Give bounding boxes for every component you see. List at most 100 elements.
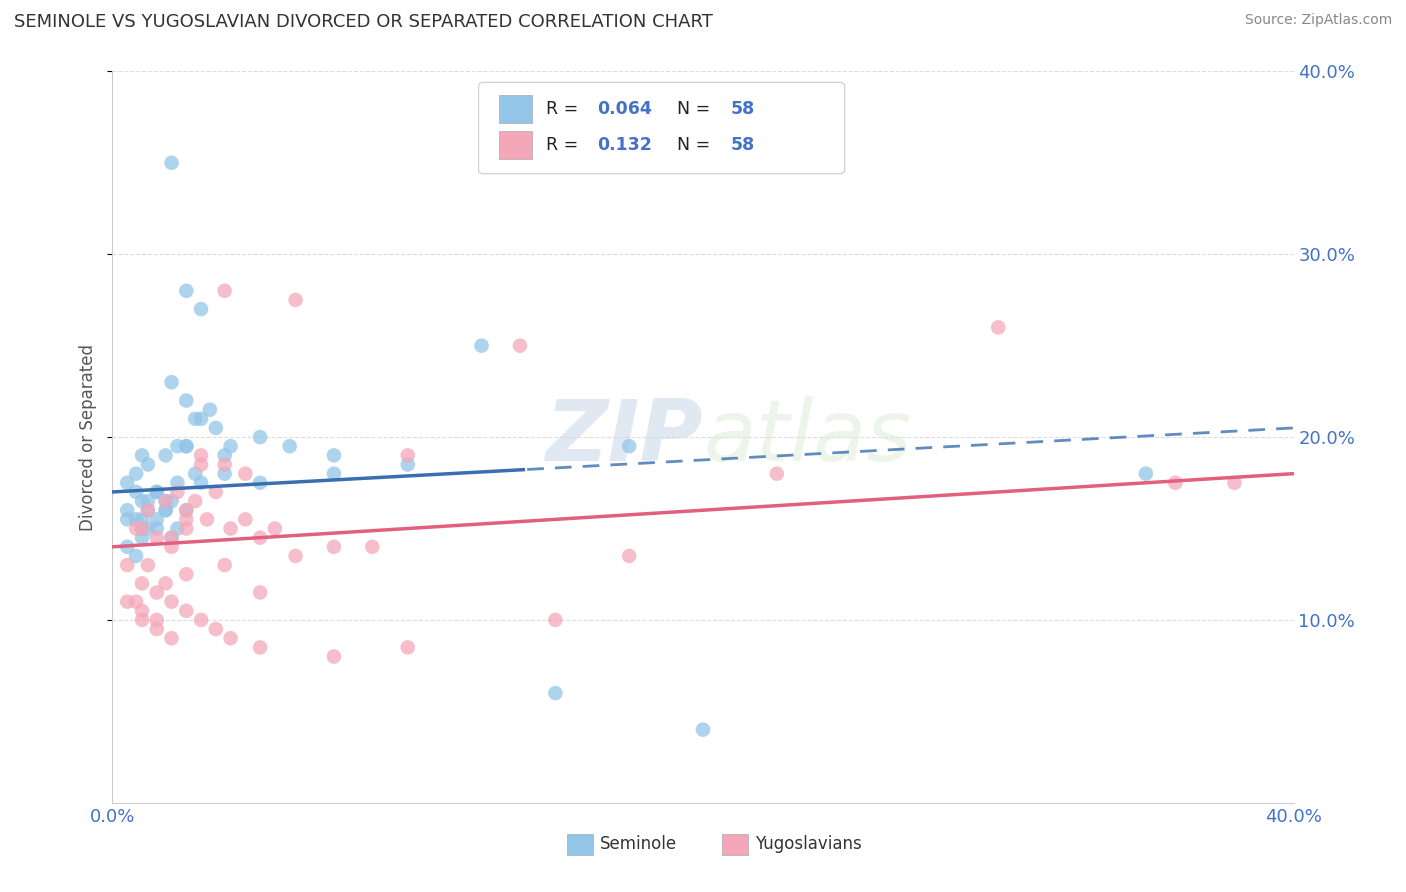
Point xyxy=(146,622,169,636)
Point xyxy=(987,320,1010,334)
Point xyxy=(117,503,138,517)
Text: N =: N = xyxy=(678,100,716,118)
Point xyxy=(184,467,207,481)
Point xyxy=(166,475,188,490)
Text: N =: N = xyxy=(678,136,716,154)
Point xyxy=(219,439,242,453)
Point xyxy=(249,475,271,490)
Point xyxy=(264,521,287,535)
Text: R =: R = xyxy=(546,136,589,154)
Point xyxy=(136,503,159,517)
Point xyxy=(160,531,183,545)
Point xyxy=(125,512,148,526)
Text: 0.064: 0.064 xyxy=(596,100,651,118)
Point xyxy=(146,521,169,535)
Point xyxy=(396,448,419,462)
Point xyxy=(233,512,256,526)
Point xyxy=(166,439,188,453)
Point xyxy=(174,521,197,535)
Point xyxy=(174,393,197,408)
Point xyxy=(160,531,183,545)
Point xyxy=(509,338,531,352)
Text: 58: 58 xyxy=(730,136,755,154)
Point xyxy=(117,540,138,554)
Point xyxy=(470,338,494,352)
Point xyxy=(117,558,138,573)
Point xyxy=(160,156,183,170)
Point xyxy=(125,594,148,608)
Point xyxy=(249,430,271,444)
Point xyxy=(184,412,207,426)
Text: Source: ZipAtlas.com: Source: ZipAtlas.com xyxy=(1244,13,1392,28)
Point xyxy=(219,632,242,646)
Point xyxy=(361,540,384,554)
Point xyxy=(131,531,153,545)
Text: 0.132: 0.132 xyxy=(596,136,651,154)
Point xyxy=(146,485,169,500)
Point xyxy=(160,540,183,554)
Point xyxy=(125,485,148,500)
Point xyxy=(205,622,228,636)
Point xyxy=(131,613,153,627)
Point xyxy=(323,649,346,664)
Text: SEMINOLE VS YUGOSLAVIAN DIVORCED OR SEPARATED CORRELATION CHART: SEMINOLE VS YUGOSLAVIAN DIVORCED OR SEPA… xyxy=(14,13,713,31)
Point xyxy=(214,458,236,472)
Point xyxy=(160,494,183,508)
FancyBboxPatch shape xyxy=(567,833,593,855)
Point xyxy=(1135,467,1157,481)
Point xyxy=(136,503,159,517)
Point xyxy=(692,723,714,737)
FancyBboxPatch shape xyxy=(499,95,531,122)
Point xyxy=(155,576,177,591)
Point xyxy=(323,448,346,462)
Text: Yugoslavians: Yugoslavians xyxy=(755,836,862,854)
Point xyxy=(136,458,159,472)
Point xyxy=(174,284,197,298)
Text: ZIP: ZIP xyxy=(546,395,703,479)
Point xyxy=(136,494,159,508)
Point xyxy=(190,613,212,627)
Point xyxy=(131,512,153,526)
Point xyxy=(619,549,641,563)
Point xyxy=(619,439,641,453)
Point xyxy=(249,640,271,655)
Point xyxy=(146,531,169,545)
Point xyxy=(131,604,153,618)
Point xyxy=(1223,475,1246,490)
Point xyxy=(205,421,228,435)
Point xyxy=(146,512,169,526)
Point xyxy=(190,458,212,472)
Point xyxy=(190,475,212,490)
Point xyxy=(174,439,197,453)
Point xyxy=(131,576,153,591)
Point xyxy=(146,485,169,500)
Point xyxy=(155,503,177,517)
Point xyxy=(396,458,419,472)
Point xyxy=(155,448,177,462)
Point xyxy=(131,521,153,535)
Point xyxy=(323,467,346,481)
Point xyxy=(190,301,212,317)
Point xyxy=(323,540,346,554)
Point xyxy=(214,448,236,462)
Point xyxy=(125,467,148,481)
Point xyxy=(160,594,183,608)
FancyBboxPatch shape xyxy=(499,131,531,159)
Point xyxy=(214,467,236,481)
Point xyxy=(174,567,197,582)
Point xyxy=(160,375,183,389)
Point xyxy=(190,448,212,462)
Point xyxy=(136,558,159,573)
Point xyxy=(396,640,419,655)
Point xyxy=(174,604,197,618)
Point xyxy=(174,503,197,517)
Point xyxy=(766,467,789,481)
Point xyxy=(1164,475,1187,490)
Point xyxy=(249,531,271,545)
Point xyxy=(233,467,256,481)
Point xyxy=(131,448,153,462)
Text: 58: 58 xyxy=(730,100,755,118)
FancyBboxPatch shape xyxy=(721,833,748,855)
Point xyxy=(117,512,138,526)
Point xyxy=(284,549,307,563)
